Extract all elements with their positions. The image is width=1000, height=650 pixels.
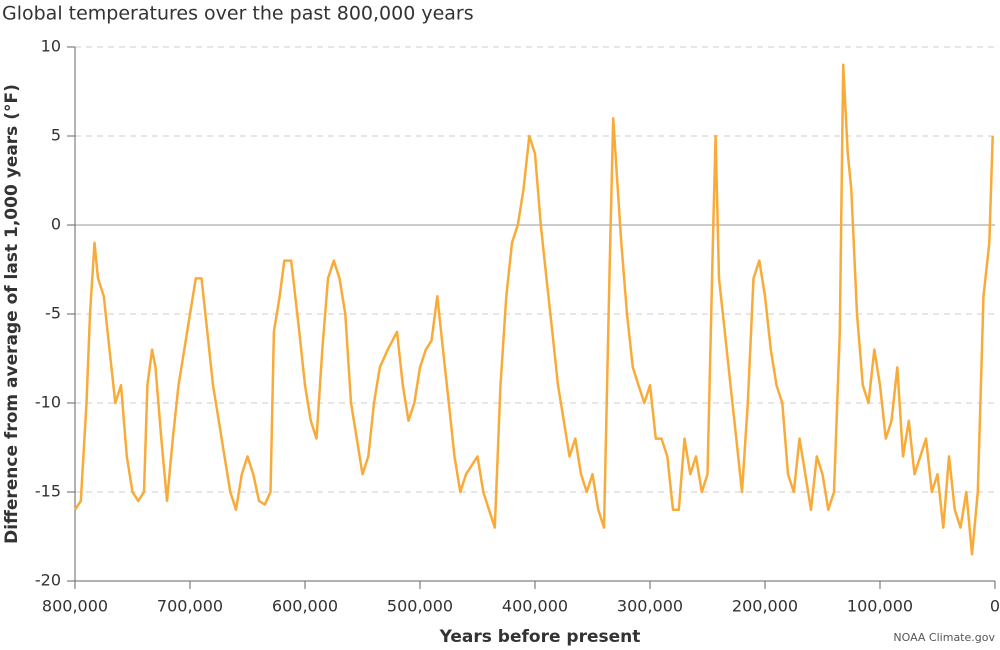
x-tick-label: 400,000 — [502, 597, 568, 616]
y-tick-label: 5 — [51, 126, 61, 145]
y-axis-label: Difference from average of last 1,000 ye… — [2, 84, 22, 544]
y-tick-label: 10 — [41, 37, 61, 56]
x-tick-label: 100,000 — [847, 597, 913, 616]
x-tick-label: 500,000 — [387, 597, 453, 616]
source: NOAA Climate.gov — [893, 631, 995, 644]
x-axis-label: Years before present — [439, 627, 641, 647]
x-tick-label: 300,000 — [617, 597, 683, 616]
x-tick-label: 800,000 — [42, 597, 108, 616]
y-tick-label: -10 — [35, 393, 61, 412]
line — [73, 63, 994, 556]
x-tick-label: 200,000 — [732, 597, 798, 616]
y-tick-label: 0 — [51, 215, 61, 234]
y-tick-label: -5 — [45, 304, 61, 323]
y-tick-label: -15 — [35, 482, 61, 501]
chart-title: Global temperatures over the past 800,00… — [2, 3, 474, 25]
x-tick-label: 700,000 — [157, 597, 223, 616]
x-tick-label: 0 — [990, 597, 1000, 616]
x-tick-label: 600,000 — [272, 597, 338, 616]
y-tick-label: -20 — [35, 571, 61, 590]
